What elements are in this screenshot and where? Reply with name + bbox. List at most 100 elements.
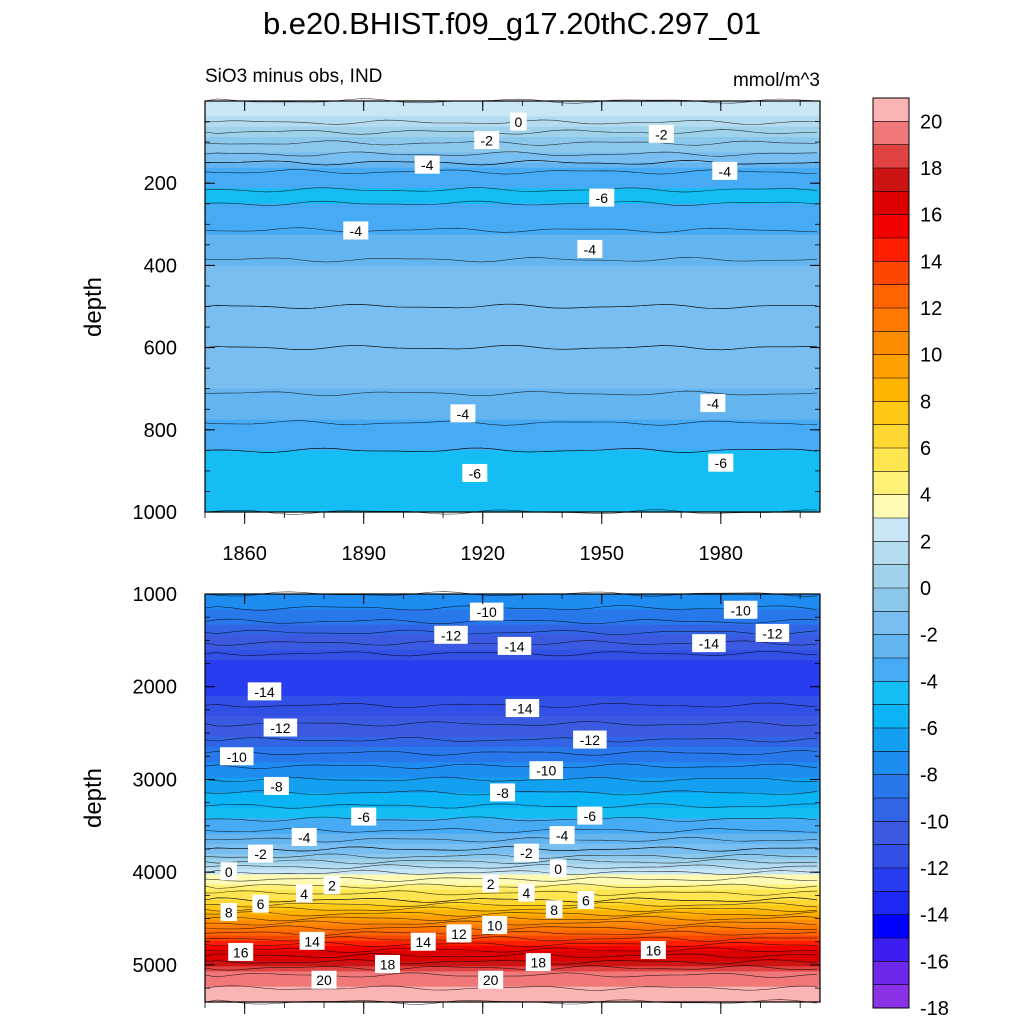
contour-label: 18 bbox=[380, 956, 396, 972]
x-tick-label: 1890 bbox=[341, 543, 386, 565]
contour-label: -14 bbox=[699, 636, 719, 652]
field-band bbox=[205, 136, 820, 143]
contour-line bbox=[204, 750, 818, 756]
contour-label: -14 bbox=[254, 684, 274, 700]
contour-label: -4 bbox=[457, 406, 470, 422]
field-band bbox=[205, 767, 820, 774]
contour-label: -10 bbox=[536, 763, 556, 779]
contour-label: -2 bbox=[520, 845, 533, 861]
y-tick-label: 3000 bbox=[133, 769, 178, 791]
contour-label-box bbox=[712, 161, 738, 180]
contour-label-box bbox=[462, 463, 488, 482]
field-band bbox=[205, 239, 820, 246]
contour-line bbox=[204, 965, 818, 971]
contour-line bbox=[204, 256, 818, 263]
contour-label: 0 bbox=[554, 861, 562, 877]
contour-label: 20 bbox=[316, 972, 332, 988]
colorbar-swatch bbox=[873, 938, 909, 962]
contour-label: 16 bbox=[646, 943, 662, 959]
contour-label: -8 bbox=[496, 785, 509, 801]
colorbar-swatch bbox=[873, 471, 909, 496]
field-band bbox=[205, 828, 820, 835]
contour-label-box bbox=[219, 747, 254, 766]
field-band bbox=[205, 976, 820, 983]
contour-label-box bbox=[478, 970, 504, 989]
contour-label-box bbox=[351, 807, 377, 826]
field-band bbox=[205, 142, 820, 148]
colorbar-swatch bbox=[873, 261, 909, 286]
field-band bbox=[205, 172, 820, 179]
field-band bbox=[205, 214, 820, 220]
field-band bbox=[205, 869, 820, 876]
field-band bbox=[205, 429, 820, 436]
contour-line bbox=[204, 227, 818, 233]
field-band bbox=[205, 131, 820, 138]
contour-label: -6 bbox=[596, 190, 609, 206]
colorbar-label: 16 bbox=[920, 205, 942, 227]
field-band bbox=[205, 183, 820, 189]
contour-line bbox=[204, 869, 818, 876]
field-band bbox=[205, 106, 820, 112]
contour-label: -4 bbox=[350, 223, 363, 239]
field-band bbox=[205, 101, 820, 107]
y-tick-label: 2000 bbox=[133, 677, 178, 699]
colorbar-label: 12 bbox=[920, 298, 942, 320]
contour-label: 2 bbox=[487, 876, 495, 892]
contour-line bbox=[204, 776, 818, 783]
contour-label-box bbox=[648, 124, 674, 143]
field-band bbox=[205, 224, 820, 231]
field-band bbox=[205, 434, 820, 441]
contour-label: -10 bbox=[731, 602, 751, 618]
contour-line bbox=[204, 959, 818, 965]
field-band bbox=[205, 981, 820, 988]
colorbar-swatch bbox=[873, 494, 909, 519]
contour-line bbox=[204, 846, 818, 852]
contour-label: -2 bbox=[655, 126, 668, 142]
field-band bbox=[205, 208, 820, 215]
contour-label-box bbox=[295, 884, 313, 903]
lower-y-axis-label: depth bbox=[80, 768, 107, 828]
field-band bbox=[205, 470, 820, 477]
field-band bbox=[205, 409, 820, 415]
contour-line bbox=[204, 853, 818, 859]
contour-label-box bbox=[228, 942, 254, 961]
field-band bbox=[205, 808, 820, 814]
field-band bbox=[205, 311, 820, 318]
contour-label: -4 bbox=[707, 396, 720, 412]
contour-label-box bbox=[252, 894, 269, 913]
contour-label: 10 bbox=[487, 918, 503, 934]
colorbar-swatch bbox=[873, 891, 909, 916]
contour-line bbox=[204, 303, 818, 310]
field-band bbox=[205, 951, 820, 957]
colorbar-swatch bbox=[873, 844, 909, 869]
colorbar-label: -14 bbox=[920, 905, 949, 927]
field-band bbox=[205, 696, 820, 702]
field-band bbox=[205, 296, 820, 302]
contour-line bbox=[204, 447, 818, 453]
field-band bbox=[205, 818, 820, 825]
field-band bbox=[205, 167, 820, 174]
field-band bbox=[205, 291, 820, 297]
contour-label-box bbox=[414, 155, 440, 174]
contour-label: -14 bbox=[504, 638, 524, 654]
field-band bbox=[205, 594, 820, 600]
colorbar-label: 6 bbox=[920, 438, 931, 460]
contour-label-box bbox=[450, 404, 476, 423]
colorbar-swatch bbox=[873, 98, 909, 122]
field-band bbox=[205, 285, 820, 292]
contour-line bbox=[204, 911, 818, 917]
field-band bbox=[205, 357, 820, 364]
field-band bbox=[205, 854, 820, 860]
contour-label-box bbox=[220, 903, 238, 922]
colorbar-label: -8 bbox=[920, 765, 938, 787]
contour-line bbox=[204, 816, 818, 822]
contour-label: 8 bbox=[550, 902, 558, 918]
contour-label-box bbox=[518, 883, 535, 902]
contour-label-box bbox=[220, 862, 238, 881]
subtitle-left: SiO3 minus obs, IND bbox=[205, 66, 382, 87]
contour-label-box bbox=[577, 239, 603, 258]
contour-label: -4 bbox=[584, 241, 597, 257]
field-band bbox=[205, 337, 820, 344]
field-band bbox=[205, 316, 820, 323]
field-band bbox=[205, 152, 820, 159]
